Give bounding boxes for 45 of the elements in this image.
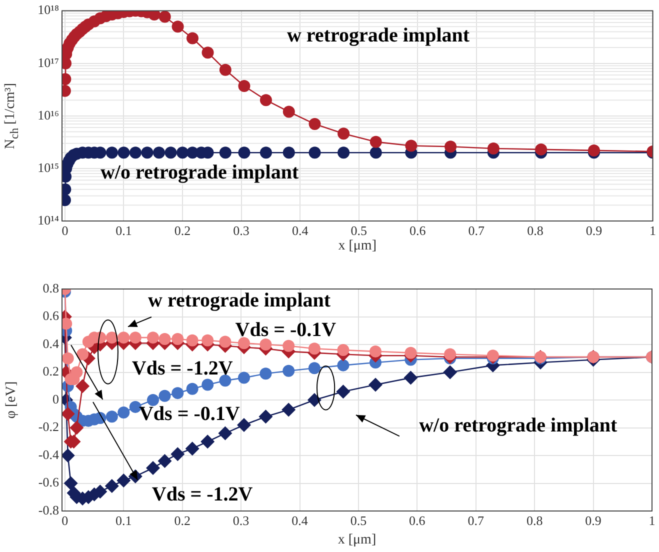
x-tick-label: 0.8 bbox=[526, 513, 543, 528]
x-tick-label: 0.9 bbox=[585, 513, 602, 528]
y-tick-label: -0.4 bbox=[38, 446, 60, 462]
x-tick-label: 0.4 bbox=[292, 513, 308, 528]
x-tick-label: 0.2 bbox=[174, 513, 190, 528]
annotation: Vds = -0.1V bbox=[138, 403, 240, 426]
y-tick-label: -0.2 bbox=[38, 419, 59, 434]
y-tick-label: 10¹⁸ bbox=[38, 2, 60, 18]
annotation: Vds = -0.1V bbox=[235, 318, 337, 341]
y-tick-label: -0.8 bbox=[38, 502, 59, 518]
y-tick-label: 0 bbox=[52, 391, 59, 406]
y-tick-label: 0.4 bbox=[42, 336, 60, 351]
annotation: w retrograde implant bbox=[286, 24, 470, 46]
x-tick-label: 1 bbox=[650, 223, 656, 238]
annotation: w retrograde implant bbox=[148, 290, 331, 312]
y-tick-label: 10¹⁵ bbox=[38, 160, 59, 175]
annotation: Vds = -1.2V bbox=[152, 483, 254, 506]
x-axis-title: x [μm] bbox=[338, 238, 376, 254]
x-tick-label: 0.1 bbox=[116, 513, 132, 528]
y-tick-label: 0.8 bbox=[42, 280, 59, 296]
x-tick-label: 0.5 bbox=[350, 513, 367, 528]
x-tick-label: 0.9 bbox=[586, 223, 602, 238]
y-axis-title: φ [eV] bbox=[4, 381, 20, 419]
x-tick-label: 0.1 bbox=[116, 223, 132, 238]
x-axis-title: x [μm] bbox=[338, 532, 376, 548]
x-tick-label: 1 bbox=[648, 513, 656, 528]
x-tick-label: 0.3 bbox=[232, 513, 250, 528]
y-tick-label: -0.6 bbox=[38, 474, 60, 490]
y-tick-label: 10¹⁴ bbox=[38, 212, 60, 228]
x-tick-label: 0.2 bbox=[174, 223, 191, 238]
x-tick-label: 0.6 bbox=[410, 223, 426, 238]
x-tick-label: 0.3 bbox=[233, 223, 250, 238]
annotation: Vds = -1.2V bbox=[132, 358, 234, 380]
annotation: w/o retrograde implant bbox=[419, 414, 618, 437]
x-tick-label: 0.7 bbox=[468, 513, 485, 528]
x-tick-label: 0.7 bbox=[468, 223, 486, 238]
x-tick-label: 0.8 bbox=[527, 223, 544, 238]
y-tick-label: 10¹⁶ bbox=[38, 107, 59, 122]
y-tick-label: 0.2 bbox=[42, 364, 59, 379]
x-tick-label: 0.5 bbox=[350, 223, 367, 238]
y-tick-label: 0.6 bbox=[42, 308, 60, 324]
y-tick-label: 10¹⁷ bbox=[38, 54, 59, 70]
x-tick-label: 0.6 bbox=[409, 513, 426, 528]
annotation: w/o retrograde implant bbox=[100, 162, 299, 184]
x-tick-label: 0.4 bbox=[292, 223, 309, 238]
